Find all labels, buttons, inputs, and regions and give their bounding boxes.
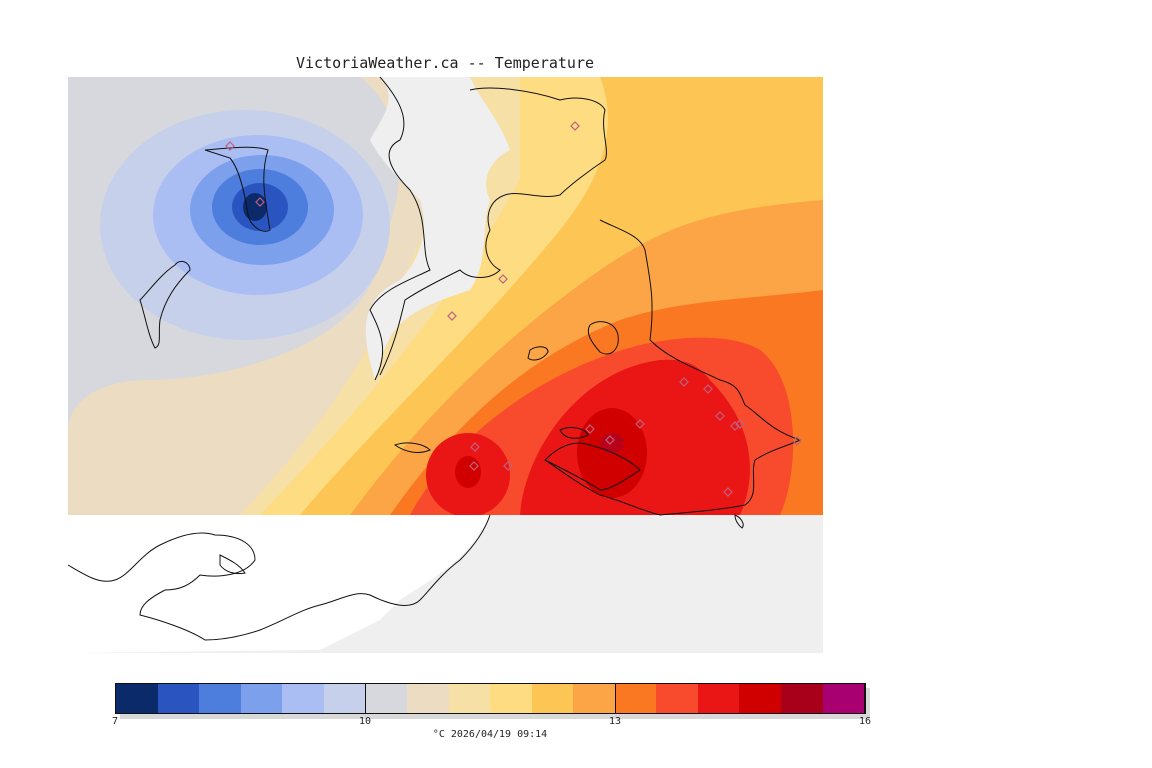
station-marker	[470, 442, 480, 452]
colorbar-swatch	[365, 684, 407, 713]
water-areas	[68, 77, 823, 653]
colorbar-swatch	[781, 684, 823, 713]
colorbar-tick-line	[865, 683, 866, 714]
colorbar-swatch	[406, 684, 449, 713]
colorbar-tick-line	[615, 683, 616, 714]
station-marker	[605, 435, 615, 445]
colorbar-swatch	[739, 684, 781, 713]
station-marker	[703, 384, 713, 394]
station-marker	[679, 377, 689, 387]
station-marker	[730, 421, 740, 431]
station-marker	[498, 274, 508, 284]
station-marker	[792, 436, 802, 446]
station-marker	[225, 141, 235, 151]
station-marker	[635, 419, 645, 429]
station-marker	[715, 411, 725, 421]
colorbar-swatch	[490, 684, 532, 713]
colorbar-swatch	[448, 684, 491, 713]
station-marker	[255, 197, 265, 207]
colorbar-swatch	[697, 684, 740, 713]
colorbar-swatch	[323, 684, 366, 713]
station-marker	[469, 461, 479, 471]
station-marker	[723, 487, 733, 497]
station-marker	[570, 121, 580, 131]
colorbar-tick-line	[365, 683, 366, 714]
station-markers[interactable]	[225, 121, 802, 497]
colorbar-swatch	[282, 684, 324, 713]
colorbar-swatch	[573, 684, 615, 713]
colorbar-swatch	[656, 684, 698, 713]
colorbar-swatch	[157, 684, 200, 713]
colorbar-swatch	[822, 684, 865, 713]
colorbar-swatch	[240, 684, 283, 713]
temperature-colorbar	[115, 683, 865, 714]
station-marker	[503, 461, 513, 471]
station-marker	[447, 311, 457, 321]
colorbar-swatch	[614, 684, 657, 713]
temperature-contours	[68, 77, 823, 515]
colorbar-swatch	[531, 684, 574, 713]
colorbar-tick-label: 16	[858, 716, 872, 727]
colorbar-tick-label: 10	[358, 716, 372, 727]
map-title: VictoriaWeather.ca -- Temperature	[295, 54, 594, 72]
colorbar-swatch	[199, 684, 241, 713]
colorbar-tick-label: 13	[608, 716, 622, 727]
station-marker	[585, 424, 595, 434]
station-marker	[735, 419, 745, 429]
colorbar-swatch	[116, 684, 158, 713]
colorbar-tick-line	[115, 683, 116, 714]
colorbar-caption: °C 2026/04/19 09:14	[432, 729, 548, 740]
colorbar-tick-label: 7	[111, 716, 119, 727]
